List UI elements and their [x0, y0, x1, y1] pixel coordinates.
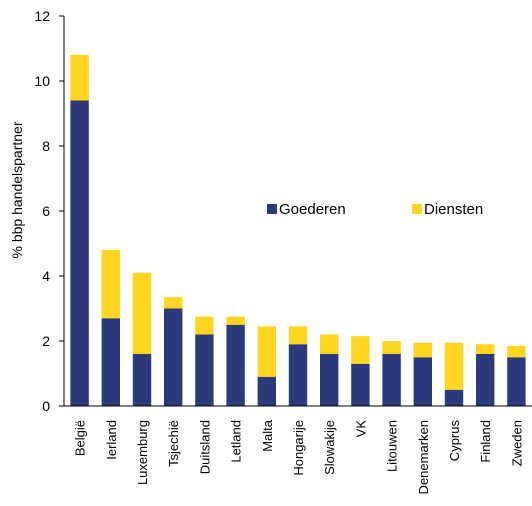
legend-swatch-goederen	[267, 204, 277, 214]
x-category-label: Slowakije	[322, 420, 337, 475]
x-category-label: Litouwen	[385, 420, 400, 472]
y-tick-label: 12	[34, 8, 50, 24]
bar-diensten-13	[476, 344, 495, 354]
bar-diensten-7	[288, 326, 308, 345]
x-categories-group: België Ierland Luxemburg Tsjechië Duitsland L…	[73, 419, 525, 494]
bar-diensten-0	[70, 55, 89, 101]
y-ticks-group: 0 2 4 6 8 10 12	[34, 8, 64, 414]
bar-diensten-5	[226, 316, 245, 325]
bar-goederen-13	[476, 354, 495, 406]
x-category-label: België	[73, 420, 88, 456]
bar-diensten-11	[413, 342, 433, 358]
y-tick-label: 6	[42, 203, 50, 219]
x-category-label: Finland	[478, 420, 493, 463]
y-axis-title: % bbp handelspartner	[9, 121, 25, 258]
bar-goederen-5	[226, 324, 245, 406]
bar-goederen-2	[132, 354, 152, 406]
x-category-label: Zweden	[509, 420, 524, 466]
legend-swatch-diensten	[412, 204, 422, 214]
bar-diensten-10	[382, 341, 401, 354]
bar-goederen-1	[101, 318, 121, 406]
bar-goederen-10	[382, 354, 401, 406]
legend-label-goederen: Goederen	[279, 201, 346, 218]
bar-diensten-14	[507, 345, 526, 358]
y-tick-label: 2	[42, 333, 50, 349]
x-category-label: Denemarken	[416, 420, 431, 494]
x-category-label: VK	[353, 420, 368, 438]
x-category-label: Duitsland	[197, 420, 212, 474]
bar-goederen-7	[288, 344, 308, 406]
y-tick-label: 8	[42, 138, 50, 154]
bar-goederen-4	[195, 334, 214, 406]
bar-goederen-11	[413, 357, 433, 406]
bar-diensten-8	[320, 334, 339, 354]
bar-goederen-9	[351, 363, 370, 406]
x-category-label: Luxemburg	[135, 420, 150, 485]
bar-goederen-3	[164, 308, 183, 406]
legend: Goederen Diensten	[267, 201, 483, 218]
bar-diensten-12	[444, 342, 464, 390]
bar-goederen-14	[507, 357, 526, 406]
bar-diensten-4	[195, 316, 214, 335]
y-tick-label: 4	[42, 268, 50, 284]
x-category-label: Cyprus	[447, 420, 462, 462]
x-category-label: Tsjechië	[166, 420, 181, 467]
x-category-label: Ierland	[104, 420, 119, 460]
bar-diensten-6	[257, 326, 277, 377]
bar-diensten-1	[101, 250, 121, 319]
x-category-label: Letland	[229, 420, 244, 463]
legend-label-diensten: Diensten	[424, 201, 483, 218]
bars-group	[70, 55, 526, 406]
bar-goederen-0	[70, 100, 89, 406]
bar-diensten-9	[351, 336, 370, 364]
bar-goederen-12	[444, 389, 464, 406]
x-category-label: Malta	[260, 419, 275, 452]
x-category-label: Hongarije	[291, 420, 306, 476]
y-tick-label: 0	[42, 398, 50, 414]
bar-goederen-8	[320, 354, 339, 406]
bar-diensten-2	[132, 272, 152, 354]
bar-goederen-6	[257, 376, 277, 406]
y-tick-label: 10	[34, 73, 50, 89]
bar-diensten-3	[164, 297, 183, 309]
